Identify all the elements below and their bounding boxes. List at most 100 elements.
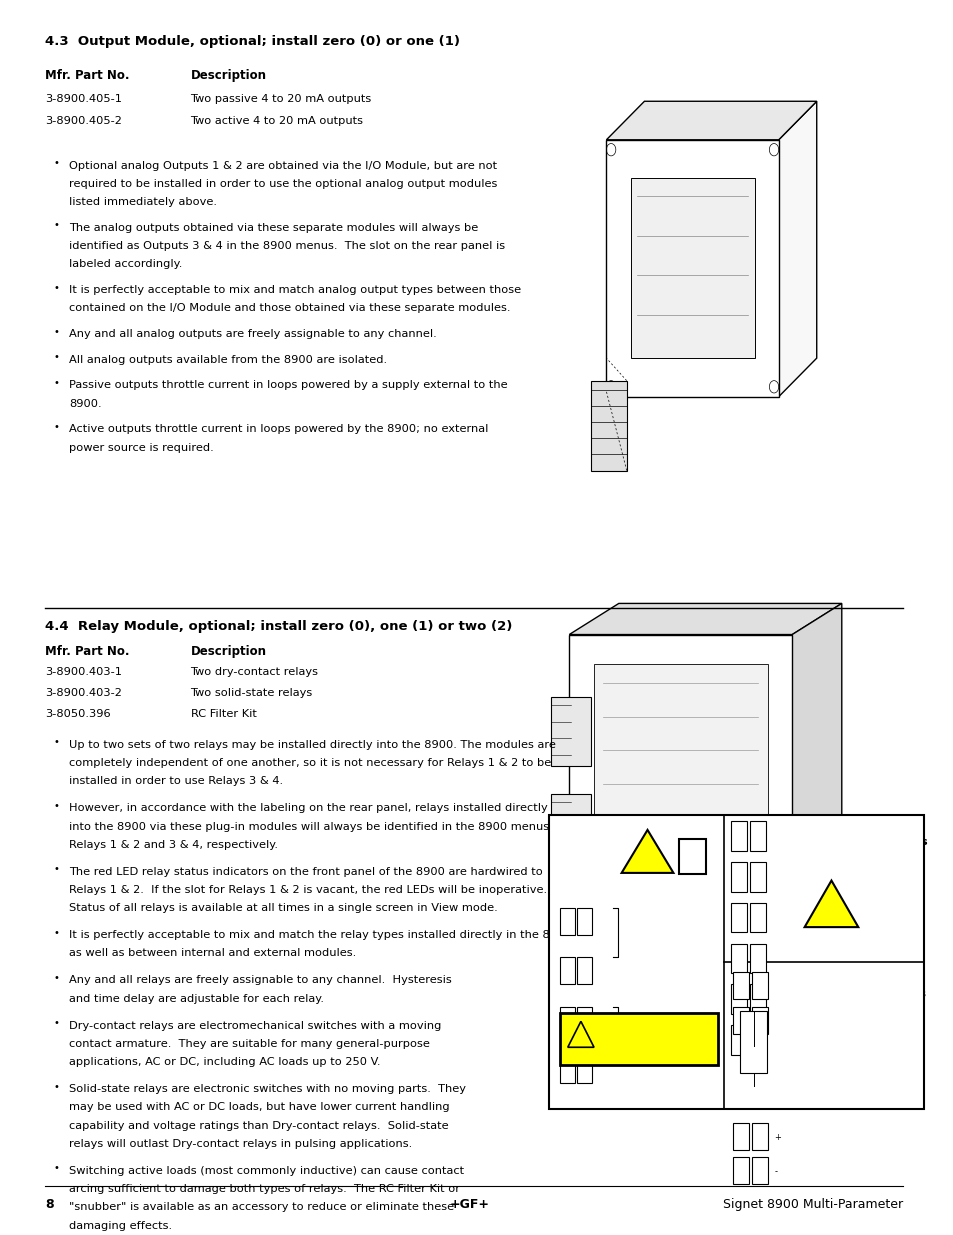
Bar: [749, 903, 765, 932]
Text: Dry-contact relays are electromechanical switches with a moving: Dry-contact relays are electromechanical…: [70, 1020, 441, 1030]
Text: Switching active loads (most commonly inductive) can cause contact: Switching active loads (most commonly in…: [70, 1166, 464, 1176]
Text: identified as Outputs 3 & 4 in the 8900 menus.  The slot on the rear panel is: identified as Outputs 3 & 4 in the 8900 …: [70, 241, 505, 251]
Text: 12−24 VDC ———: 12−24 VDC ———: [621, 1021, 703, 1030]
Text: contained on the I/O Module and those obtained via these separate modules.: contained on the I/O Module and those ob…: [70, 304, 511, 314]
Text: 8900.: 8900.: [70, 399, 102, 409]
Bar: [577, 957, 592, 984]
Bar: [559, 957, 575, 984]
Text: •: •: [53, 158, 59, 168]
Text: •: •: [53, 1163, 59, 1173]
Bar: [569, 635, 791, 883]
Text: •: •: [53, 864, 59, 874]
Text: 3-8900.403-2: 3-8900.403-2: [45, 688, 122, 698]
Text: listed immediately above.: listed immediately above.: [70, 198, 217, 207]
Bar: [749, 1025, 765, 1055]
Text: Description: Description: [191, 69, 266, 83]
Bar: [559, 1013, 718, 1065]
Bar: [559, 1007, 575, 1034]
Text: +GF+: +GF+: [449, 1198, 489, 1212]
Text: arcing sufficient to damage both types of relays.  The RC Filter Kit or: arcing sufficient to damage both types o…: [70, 1184, 460, 1194]
Text: 5A 250 VAC ∼: 5A 250 VAC ∼: [812, 911, 884, 921]
Text: may be used with AC or DC loads, but have lower current handling: may be used with AC or DC loads, but hav…: [70, 1103, 450, 1113]
Polygon shape: [803, 881, 858, 927]
Text: Description: Description: [191, 645, 266, 658]
Text: •: •: [53, 737, 59, 747]
Bar: [749, 862, 765, 892]
Text: "snubber" is available as an accessory to reduce or eliminate these: "snubber" is available as an accessory t…: [70, 1203, 454, 1213]
Text: Mechanical Relays: Mechanical Relays: [812, 837, 926, 847]
Text: •: •: [53, 220, 59, 230]
Text: The analog outputs obtained via these separate modules will always be: The analog outputs obtained via these se…: [70, 222, 478, 232]
Text: Signet 8900 Multi-Parameter: Signet 8900 Multi-Parameter: [722, 1198, 902, 1212]
Text: DO NOT attempt to connect both
AC and DC at the same time: DO NOT attempt to connect both AC and DC…: [557, 1077, 719, 1098]
Bar: [749, 984, 765, 1014]
Bar: [751, 1157, 767, 1184]
Polygon shape: [621, 830, 673, 873]
Polygon shape: [569, 604, 841, 635]
Text: Any and all analog outputs are freely assignable to any channel.: Any and all analog outputs are freely as…: [70, 329, 436, 338]
Text: The red LED relay status indicators on the front panel of the 8900 are hardwired: The red LED relay status indicators on t…: [70, 867, 542, 877]
Text: •: •: [53, 1018, 59, 1028]
Text: 100−240VAC ∼: 100−240VAC ∼: [621, 910, 691, 919]
Text: However, in accordance with the labeling on the rear panel, relays installed dir: However, in accordance with the labeling…: [70, 803, 548, 813]
Bar: [751, 1007, 767, 1034]
Text: •: •: [53, 973, 59, 983]
Text: as well as between internal and external modules.: as well as between internal and external…: [70, 948, 356, 958]
Text: Any and all relays are freely assignable to any channel.  Hysteresis: Any and all relays are freely assignable…: [70, 976, 452, 986]
Text: 3-8900.405-2: 3-8900.405-2: [45, 116, 122, 126]
Text: power source is required.: power source is required.: [70, 442, 214, 452]
Text: 3-8050.396: 3-8050.396: [45, 709, 111, 719]
Polygon shape: [606, 101, 816, 140]
Text: Rating:: Rating:: [812, 889, 849, 899]
Text: relays will outlast Dry-contact relays in pulsing applications.: relays will outlast Dry-contact relays i…: [70, 1139, 413, 1149]
Text: Solid State Relays: Solid State Relays: [812, 989, 924, 999]
Bar: [751, 972, 767, 999]
Text: NO: NO: [772, 874, 783, 884]
Text: •: •: [53, 1082, 59, 1092]
Text: RC Filter Kit: RC Filter Kit: [191, 709, 256, 719]
Text: 4.3  Output Module, optional; install zero (0) or one (1): 4.3 Output Module, optional; install zer…: [45, 35, 459, 48]
Bar: [679, 839, 705, 874]
Bar: [732, 972, 748, 999]
Bar: [730, 1025, 746, 1055]
Text: •: •: [53, 352, 59, 362]
Text: Two dry-contact relays: Two dry-contact relays: [191, 667, 318, 677]
Bar: [569, 887, 631, 929]
Text: -: -: [774, 1167, 777, 1177]
Text: applications, AC or DC, including AC loads up to 250 V.: applications, AC or DC, including AC loa…: [70, 1057, 380, 1067]
Bar: [730, 944, 746, 973]
Text: +: +: [774, 1132, 781, 1142]
Bar: [749, 821, 765, 851]
Text: 5A 30 VDC ———: 5A 30 VDC ———: [812, 934, 902, 944]
Text: 3-8900.405-1: 3-8900.405-1: [45, 94, 122, 104]
Text: damaging effects.: damaging effects.: [70, 1220, 172, 1230]
Text: Relays 1 & 2.  If the slot for Relays 1 & 2 is vacant, the red LEDs will be inop: Relays 1 & 2. If the slot for Relays 1 &…: [70, 885, 547, 895]
Bar: [751, 1123, 767, 1150]
Text: +: +: [599, 1015, 607, 1025]
Text: -: -: [774, 1016, 777, 1026]
Text: 3-8900.403-1: 3-8900.403-1: [45, 667, 122, 677]
Bar: [740, 1011, 766, 1073]
Text: C: C: [772, 1037, 777, 1047]
Text: !: !: [578, 1035, 583, 1045]
Text: •: •: [53, 422, 59, 432]
Bar: [732, 1123, 748, 1150]
Text: 4.4  Relay Module, optional; install zero (0), one (1) or two (2): 4.4 Relay Module, optional; install zero…: [45, 620, 512, 634]
Text: Two solid-state relays: Two solid-state relays: [191, 688, 313, 698]
Bar: [559, 1056, 575, 1083]
Text: Rating:: Rating:: [812, 1039, 849, 1049]
Bar: [730, 862, 746, 892]
Text: Active outputs throttle current in loops powered by the 8900; no external: Active outputs throttle current in loops…: [70, 425, 488, 435]
Text: contact armature.  They are suitable for many general-purpose: contact armature. They are suitable for …: [70, 1039, 430, 1049]
Text: It is perfectly acceptable to mix and match the relay types installed directly i: It is perfectly acceptable to mix and ma…: [70, 930, 575, 940]
Text: 8: 8: [45, 1198, 53, 1212]
Bar: [730, 984, 746, 1014]
Text: labeled accordingly.: labeled accordingly.: [70, 259, 183, 269]
Bar: [732, 1157, 748, 1184]
Text: 0.7 A MAX.: 0.7 A MAX.: [621, 1044, 671, 1052]
Text: installed in order to use Relays 3 & 4.: installed in order to use Relays 3 & 4.: [70, 777, 283, 787]
Text: •: •: [53, 927, 59, 937]
Bar: [749, 944, 765, 973]
Text: Two passive 4 to 20 mA outputs: Two passive 4 to 20 mA outputs: [191, 94, 372, 104]
Bar: [577, 908, 592, 935]
